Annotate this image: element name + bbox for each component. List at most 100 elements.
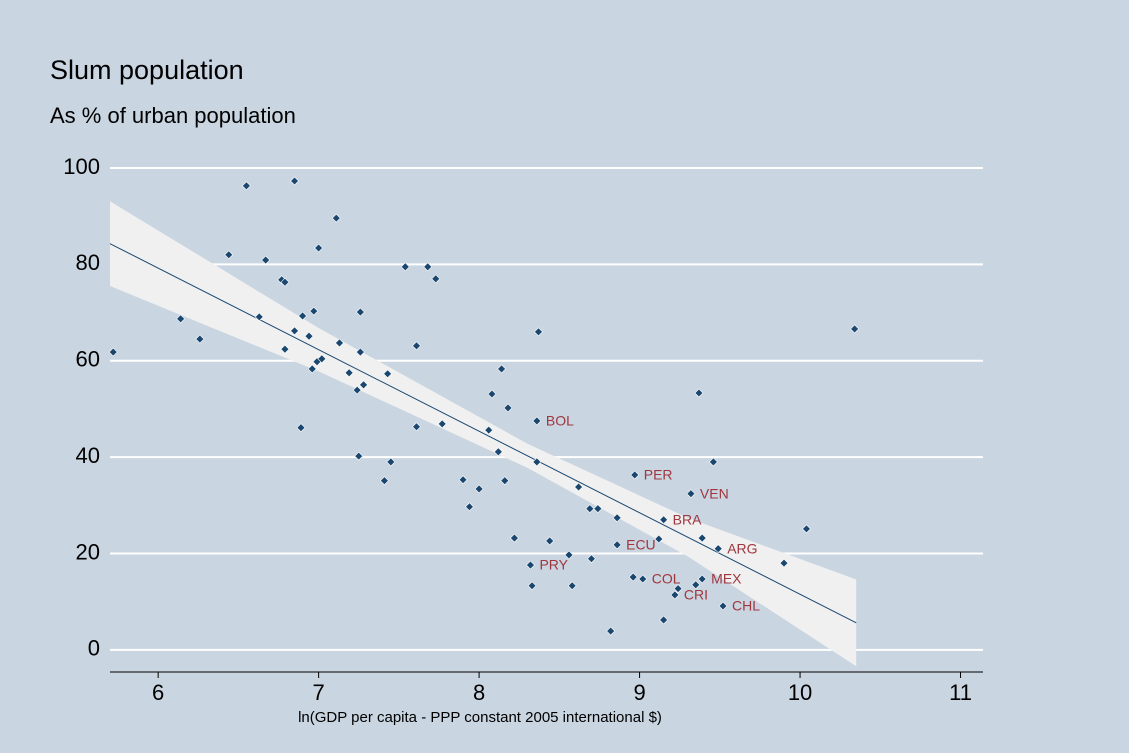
point	[564, 550, 574, 560]
x-tick-label: 7	[312, 680, 324, 705]
point	[317, 354, 327, 364]
point	[431, 274, 441, 284]
y-tick-label: 40	[76, 443, 100, 468]
y-tick-label: 80	[76, 250, 100, 275]
point	[309, 306, 319, 316]
point-label: CHL	[732, 598, 760, 614]
point	[708, 457, 718, 467]
point	[465, 502, 474, 512]
point	[574, 482, 584, 492]
x-tick-label: 9	[633, 680, 645, 705]
chart-subtitle: As % of urban population	[50, 103, 296, 128]
point	[612, 513, 622, 523]
point	[686, 489, 696, 499]
point	[307, 364, 317, 374]
point-label: ECU	[626, 537, 656, 553]
x-tick-label: 6	[152, 680, 164, 705]
point	[509, 533, 519, 543]
point	[412, 422, 421, 432]
point	[383, 369, 393, 379]
point	[331, 213, 341, 223]
point	[304, 331, 314, 341]
y-tick-label: 0	[88, 636, 100, 661]
point	[593, 504, 603, 514]
y-tick-label: 100	[63, 154, 100, 179]
point	[344, 368, 354, 378]
point	[195, 334, 205, 344]
point	[628, 572, 638, 582]
point	[314, 243, 324, 253]
x-tick-label: 10	[788, 680, 812, 705]
point	[224, 250, 234, 260]
point	[606, 626, 616, 636]
point	[484, 425, 494, 435]
fit-line	[109, 243, 857, 624]
point	[673, 584, 683, 594]
point	[487, 389, 497, 399]
point	[241, 181, 251, 191]
point	[412, 341, 421, 351]
point	[587, 554, 596, 564]
point	[296, 423, 306, 433]
point	[254, 312, 264, 322]
point	[354, 451, 364, 461]
point	[694, 388, 704, 398]
point-label: COL	[652, 571, 681, 587]
point	[379, 476, 389, 486]
point	[802, 524, 811, 534]
point	[458, 475, 468, 485]
point	[503, 403, 513, 413]
chart-title: Slum population	[50, 55, 244, 85]
point	[280, 277, 290, 287]
point	[355, 347, 365, 357]
x-tick-label: 11	[949, 680, 972, 705]
point	[713, 544, 723, 554]
point	[298, 311, 307, 321]
point	[108, 347, 118, 357]
point	[659, 515, 669, 525]
point	[532, 457, 542, 467]
point-label: ARG	[727, 540, 757, 556]
point	[654, 534, 664, 544]
point	[290, 176, 299, 186]
point	[718, 601, 728, 611]
point	[493, 447, 503, 457]
point	[585, 504, 595, 514]
y-tick-label: 60	[76, 347, 100, 372]
point	[386, 457, 396, 467]
y-tick-label: 20	[76, 539, 100, 564]
point	[176, 314, 186, 324]
point	[290, 326, 299, 336]
point	[500, 476, 510, 486]
point	[355, 307, 365, 317]
point	[526, 560, 535, 570]
point	[534, 327, 543, 337]
point-label: CRI	[684, 587, 708, 603]
point-label: VEN	[700, 485, 729, 501]
point	[437, 419, 447, 429]
point	[400, 262, 410, 272]
point	[261, 255, 271, 265]
x-axis-label: ln(GDP per capita - PPP constant 2005 in…	[298, 709, 662, 726]
point	[567, 581, 577, 591]
point	[423, 262, 433, 272]
point	[630, 470, 640, 480]
point	[697, 574, 707, 584]
point	[779, 558, 789, 568]
point-label: BOL	[546, 413, 574, 429]
point	[697, 533, 707, 543]
point	[532, 416, 542, 426]
point	[335, 338, 344, 348]
point	[850, 324, 860, 334]
point	[545, 536, 555, 546]
x-tick-label: 8	[473, 680, 485, 705]
point	[527, 581, 537, 591]
point	[659, 615, 669, 625]
point	[638, 574, 648, 584]
point-label: MEX	[711, 571, 742, 587]
point-label: BRA	[673, 511, 702, 527]
point-label: PRY	[539, 557, 568, 573]
point	[497, 364, 506, 374]
